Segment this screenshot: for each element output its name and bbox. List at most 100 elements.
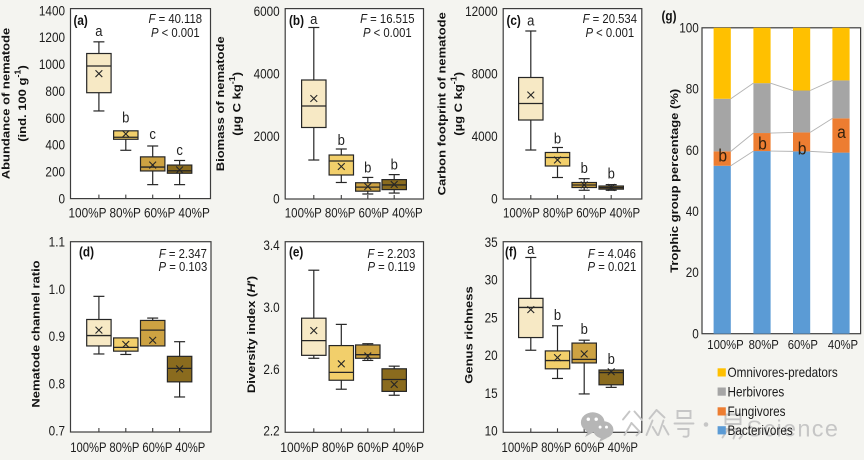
svg-text:3.0: 3.0 [263,300,279,315]
svg-text:b: b [758,133,767,153]
svg-text:Genus richness: Genus richness [463,286,476,384]
svg-text:Diversity index (H′): Diversity index (H′) [245,276,258,393]
svg-text:100%P 80%P 60%P 40%P: 100%P 80%P 60%P 40%P [280,439,424,455]
svg-text:0.8: 0.8 [49,377,65,392]
svg-text:15: 15 [485,386,498,401]
svg-text:b: b [554,306,561,323]
svg-text:Trophic group percentage (%): Trophic group percentage (%) [668,89,681,273]
svg-text:100%P 80%P 60%P 40%P: 100%P 80%P 60%P 40%P [503,204,640,220]
svg-text:Science: Science [747,416,840,442]
svg-text:2000: 2000 [254,129,280,144]
svg-text:b: b [608,164,615,181]
svg-text:(g): (g) [662,9,677,24]
svg-text:b: b [391,156,398,173]
svg-text:P = 0.103: P = 0.103 [159,259,208,274]
svg-text:a: a [527,240,534,257]
svg-text:(d): (d) [79,245,94,260]
svg-text:b: b [364,159,371,176]
svg-text:c: c [149,125,156,142]
svg-text:100%P 80%P 60%P 40%P: 100%P 80%P 60%P 40%P [285,204,423,220]
svg-text:(f): (f) [505,245,517,260]
svg-text:4000: 4000 [472,129,498,144]
svg-text:F = 20.534: F = 20.534 [583,11,638,26]
svg-text:F = 4.046: F = 4.046 [588,246,636,261]
svg-text:Nematode channel ratio: Nematode channel ratio [30,260,43,407]
svg-text:(e): (e) [289,245,303,260]
svg-text:(b): (b) [289,13,304,28]
svg-text:200: 200 [45,165,65,180]
svg-text:Omnivores-predators: Omnivores-predators [728,365,838,380]
svg-text:b: b [608,350,615,367]
svg-text:60%P: 60%P [788,337,818,352]
svg-text:30: 30 [485,273,498,288]
svg-text:35: 35 [485,235,498,250]
svg-text:4000: 4000 [254,67,280,82]
svg-text:2.2: 2.2 [263,424,279,439]
svg-text:(a): (a) [74,13,88,28]
svg-text:40%P: 40%P [828,337,858,352]
svg-text:Bacterivores: Bacterivores [728,423,793,438]
svg-text:800: 800 [45,84,65,99]
svg-text:20: 20 [485,348,498,363]
svg-text:P < 0.001: P < 0.001 [585,25,634,40]
svg-text:c: c [176,141,183,158]
svg-text:F = 16.515: F = 16.515 [360,11,415,26]
svg-text:F = 40.118: F = 40.118 [149,11,203,26]
svg-text:1200: 1200 [39,30,65,45]
svg-text:a: a [95,22,102,39]
svg-text:b: b [554,130,561,147]
svg-text:(ind. 100 g-1): (ind. 100 g-1) [13,65,29,142]
svg-text:b: b [338,131,345,148]
svg-text:0: 0 [273,192,280,207]
svg-text:12000: 12000 [465,4,498,19]
svg-text:0: 0 [58,192,65,207]
svg-text:3.4: 3.4 [263,238,279,253]
svg-text:a: a [310,10,317,27]
svg-text:0.9: 0.9 [49,329,65,344]
svg-text:60: 60 [686,143,699,158]
svg-text:(µg C kg-1): (µg C kg-1) [449,72,465,136]
svg-text:Carbon footprint of nematode: Carbon footprint of nematode [436,12,449,195]
svg-text:Fungivores: Fungivores [728,404,786,419]
svg-text:6000: 6000 [254,4,280,19]
svg-text:F = 2.347: F = 2.347 [159,246,207,261]
svg-text:b: b [798,138,807,158]
svg-text:a: a [527,12,534,29]
svg-text:80: 80 [686,82,699,97]
svg-text:b: b [581,159,588,176]
svg-text:Herbivores: Herbivores [728,385,785,400]
svg-text:2.6: 2.6 [263,362,279,377]
svg-text:P < 0.001: P < 0.001 [151,25,200,40]
svg-text:(µg C kg-1): (µg C kg-1) [228,72,244,136]
svg-text:100%P: 100%P [707,337,743,352]
svg-text:100%P 80%P 60%P 40%P: 100%P 80%P 60%P 40%P [502,439,639,455]
svg-text:8000: 8000 [472,67,498,82]
svg-text:Biomass of nematode: Biomass of nematode [214,36,227,171]
svg-text:0.7: 0.7 [49,424,65,439]
svg-text:b: b [581,320,588,337]
svg-text:(c): (c) [507,13,521,28]
svg-text:0: 0 [692,327,699,342]
svg-text:b: b [122,108,129,125]
svg-text:P = 0.021: P = 0.021 [588,259,637,274]
svg-text:600: 600 [45,111,65,126]
svg-text:25: 25 [485,311,498,326]
svg-text:P = 0.119: P = 0.119 [367,259,415,274]
svg-text:P < 0.001: P < 0.001 [363,25,412,40]
svg-text:400: 400 [45,138,65,153]
svg-text:0: 0 [491,192,498,207]
svg-text:1400: 1400 [39,4,65,19]
svg-text:100%P 80%P 60%P 40%P: 100%P 80%P 60%P 40%P [70,440,205,455]
svg-text:100: 100 [679,21,699,36]
svg-text:1.0: 1.0 [49,282,65,297]
svg-text:Abundance of nematode: Abundance of nematode [0,27,12,179]
svg-text:100%P 80%P 60%P 40%P: 100%P 80%P 60%P 40%P [69,205,210,221]
svg-text:1.1: 1.1 [49,235,65,250]
svg-text:a: a [837,122,846,142]
svg-text:F = 2.203: F = 2.203 [367,246,415,261]
svg-text:b: b [718,145,727,165]
svg-text:40: 40 [686,204,699,219]
svg-text:10: 10 [485,424,498,439]
svg-text:1000: 1000 [39,57,65,72]
svg-text:20: 20 [686,265,699,280]
